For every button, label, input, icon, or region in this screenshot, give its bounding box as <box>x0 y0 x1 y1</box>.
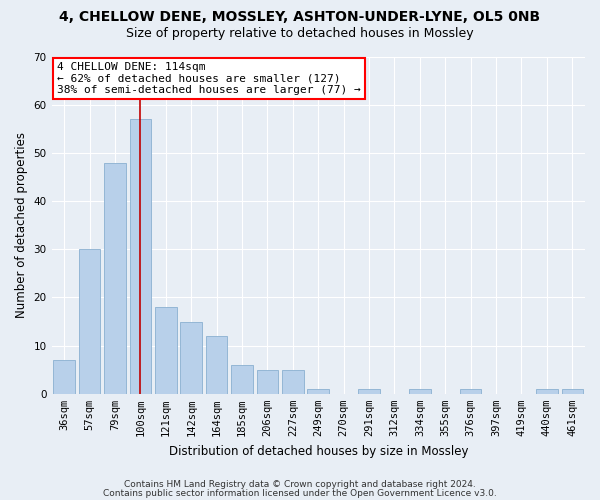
Bar <box>79 249 100 394</box>
Bar <box>307 389 329 394</box>
Bar <box>181 322 202 394</box>
Bar <box>130 119 151 394</box>
Text: Contains public sector information licensed under the Open Government Licence v3: Contains public sector information licen… <box>103 488 497 498</box>
Bar <box>53 360 75 394</box>
Bar <box>206 336 227 394</box>
Bar <box>155 307 176 394</box>
Bar <box>231 365 253 394</box>
Text: Contains HM Land Registry data © Crown copyright and database right 2024.: Contains HM Land Registry data © Crown c… <box>124 480 476 489</box>
Bar <box>257 370 278 394</box>
Bar <box>536 389 557 394</box>
Bar <box>282 370 304 394</box>
Text: Size of property relative to detached houses in Mossley: Size of property relative to detached ho… <box>126 28 474 40</box>
Bar <box>358 389 380 394</box>
Text: 4, CHELLOW DENE, MOSSLEY, ASHTON-UNDER-LYNE, OL5 0NB: 4, CHELLOW DENE, MOSSLEY, ASHTON-UNDER-L… <box>59 10 541 24</box>
Bar <box>104 162 126 394</box>
Text: 4 CHELLOW DENE: 114sqm
← 62% of detached houses are smaller (127)
38% of semi-de: 4 CHELLOW DENE: 114sqm ← 62% of detached… <box>57 62 361 95</box>
X-axis label: Distribution of detached houses by size in Mossley: Distribution of detached houses by size … <box>169 444 468 458</box>
Y-axis label: Number of detached properties: Number of detached properties <box>15 132 28 318</box>
Bar <box>562 389 583 394</box>
Bar <box>460 389 481 394</box>
Bar <box>409 389 431 394</box>
